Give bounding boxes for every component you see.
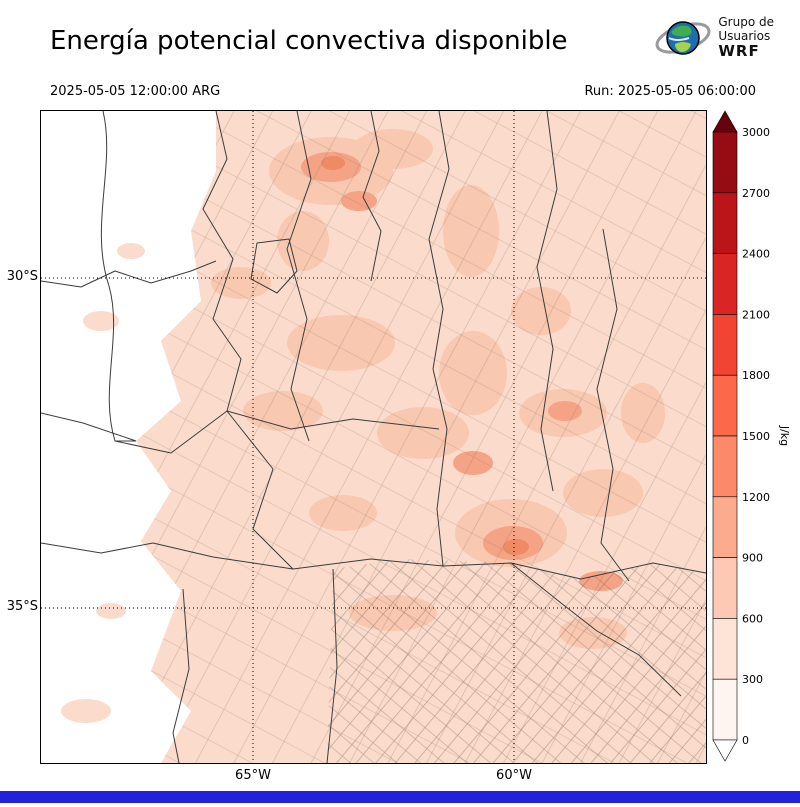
colorbar-segment xyxy=(712,496,738,558)
colorbar-tick: 600 xyxy=(742,612,763,625)
logo-line-3: WRF xyxy=(718,42,760,61)
colorbar-segment xyxy=(712,314,738,376)
logo-line-2: Usuarios xyxy=(718,29,771,44)
colorbar-units-label: J/kg xyxy=(778,425,791,446)
colorbar-tick: 2700 xyxy=(742,187,770,200)
gridlines xyxy=(41,111,706,763)
colorbar-tick: 1500 xyxy=(742,430,770,443)
lat-label-30s: 30°S xyxy=(6,269,38,284)
colorbar-tick: 0 xyxy=(742,734,749,747)
footer-bar xyxy=(0,788,800,803)
department-boundaries xyxy=(136,111,706,763)
colorbar-over-arrow xyxy=(712,110,738,133)
colorbar-tick: 900 xyxy=(742,552,763,565)
colorbar-segment xyxy=(712,253,738,315)
colorbar-segment xyxy=(712,557,738,619)
colorbar-tick: 2400 xyxy=(742,248,770,261)
map-frame xyxy=(40,110,707,764)
colorbar-tick: 1200 xyxy=(742,491,770,504)
colorbar-segment xyxy=(712,192,738,254)
lon-label-65w: 65°W xyxy=(235,768,271,783)
colorbar-tick: 3000 xyxy=(742,126,770,139)
colorbar-tick: 2100 xyxy=(742,308,770,321)
colorbar-under-arrow xyxy=(712,739,738,762)
globe-icon xyxy=(655,21,711,55)
province-borders xyxy=(40,110,707,764)
lon-label-60w: 60°W xyxy=(496,768,532,783)
colorbar-segment xyxy=(712,374,738,437)
colorbar-segment xyxy=(712,678,738,741)
valid-time-label: 2025-05-05 12:00:00 ARG xyxy=(50,84,221,99)
page-title: Energía potencial convectiva disponible xyxy=(50,26,568,56)
colorbar-segment xyxy=(712,131,738,194)
colorbar-tick: 1800 xyxy=(742,369,770,382)
run-time-label: Run: 2025-05-05 06:00:00 xyxy=(584,84,756,99)
colorbar-tick: 300 xyxy=(742,673,763,686)
weather-map xyxy=(40,110,707,764)
colorbar-segment xyxy=(712,618,738,680)
logo-line-1: Grupo de xyxy=(718,15,774,29)
lat-label-35s: 35°S xyxy=(6,599,38,614)
colorbar: 3000 2700 2400 2100 1800 1500 1200 900 6… xyxy=(711,110,795,766)
colorbar-segment xyxy=(712,435,738,498)
wrf-logo: Grupo de Usuarios WRF xyxy=(655,10,774,66)
